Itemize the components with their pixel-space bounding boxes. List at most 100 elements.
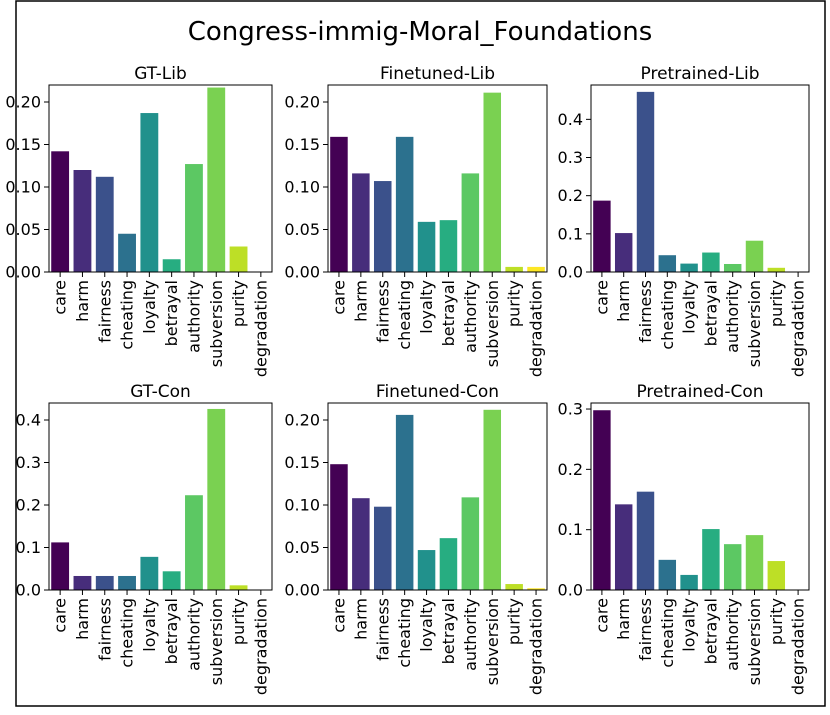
bar-cheating <box>118 575 136 590</box>
y-tick-label: 0.00 <box>284 581 320 600</box>
bar-cheating <box>658 559 677 590</box>
y-tick-label: 0.15 <box>284 453 320 472</box>
bar-harm <box>614 233 633 272</box>
y-tick-label: 0.20 <box>284 93 320 112</box>
bar-care <box>51 151 70 272</box>
bar-care <box>51 542 70 590</box>
x-tick-label: care <box>592 280 611 315</box>
axes-frame <box>327 84 548 273</box>
x-tick-label: purity <box>229 598 248 645</box>
bar-authority <box>723 263 742 272</box>
bar-degradation <box>527 266 545 272</box>
x-tick-label: betrayal <box>162 598 181 664</box>
x-tick-label: harm <box>614 280 633 322</box>
x-tick-label: harm <box>351 280 370 322</box>
x-tick-label: degradation <box>789 280 808 377</box>
axes-frame <box>590 84 810 273</box>
bar-harm <box>73 575 92 590</box>
bar-fairness <box>95 575 114 590</box>
bar-authority <box>185 164 203 272</box>
x-tick-label: loyalty <box>140 598 159 652</box>
y-tick-label: 0.15 <box>5 135 41 154</box>
panel-1: Finetuned-Lib 0.00 0.05 0.10 0.15 0.20 care har… <box>284 64 548 377</box>
panel-title: Pretrained-Lib <box>641 64 760 84</box>
x-tick-label: degradation <box>527 598 546 695</box>
x-tick-label: subversion <box>207 598 226 685</box>
x-tick-label: authority <box>461 280 480 353</box>
bar-authority <box>461 173 480 272</box>
x-tick-label: purity <box>767 598 786 645</box>
x-tick-label: cheating <box>658 280 677 350</box>
y-tick-label: 0.2 <box>558 186 583 205</box>
y-tick-label: 0.15 <box>284 135 320 154</box>
bar-cheating <box>395 414 414 590</box>
y-tick-label: 0.4 <box>558 110 583 129</box>
x-tick-label: degradation <box>789 598 808 695</box>
y-tick-label: 0.20 <box>284 411 320 430</box>
x-tick-label: fairness <box>95 280 114 343</box>
x-tick-label: betrayal <box>701 598 720 664</box>
y-tick-label: 0.10 <box>5 178 41 197</box>
panel-title: GT-Con <box>130 382 191 402</box>
bar-purity <box>505 584 523 590</box>
x-tick-label: subversion <box>207 280 226 367</box>
y-tick-label: 0.4 <box>16 411 41 430</box>
bar-care <box>330 464 348 590</box>
bar-purity <box>767 561 786 590</box>
x-tick-label: fairness <box>95 598 114 661</box>
x-tick-label: degradation <box>251 280 270 377</box>
x-tick-label: care <box>329 598 348 633</box>
x-tick-label: authority <box>723 280 742 353</box>
bar-betrayal <box>162 571 181 590</box>
bar-purity <box>229 585 248 590</box>
bar-betrayal <box>439 220 458 272</box>
y-tick-label: 0.1 <box>558 224 583 243</box>
y-tick-label: 0.05 <box>284 538 320 557</box>
y-tick-label: 0.00 <box>284 263 320 282</box>
bar-cheating <box>395 136 414 272</box>
x-tick-label: cheating <box>118 598 137 668</box>
bar-degradation <box>527 588 545 590</box>
bar-loyalty <box>680 263 698 272</box>
x-tick-label: subversion <box>483 280 502 367</box>
x-tick-label: purity <box>505 280 524 327</box>
bar-cheating <box>118 233 136 272</box>
x-tick-label: degradation <box>527 280 546 377</box>
x-tick-label: care <box>329 280 348 315</box>
x-tick-label: fairness <box>636 280 655 343</box>
bar-subversion <box>207 408 226 590</box>
y-tick-label: 0.1 <box>558 520 583 539</box>
panel-title: Finetuned-Lib <box>380 64 495 84</box>
bar-betrayal <box>162 259 181 272</box>
y-tick-label: 0.2 <box>558 460 583 479</box>
x-tick-label: authority <box>723 598 742 671</box>
bar-fairness <box>373 506 392 590</box>
bar-subversion <box>483 409 502 590</box>
x-tick-label: betrayal <box>439 280 458 346</box>
y-tick-label: 0.0 <box>558 581 583 600</box>
x-tick-label: degradation <box>251 598 270 695</box>
bar-betrayal <box>702 252 720 272</box>
bar-subversion <box>483 92 502 273</box>
bar-authority <box>185 495 203 590</box>
panel-title: Finetuned-Con <box>376 382 499 402</box>
y-tick-label: 0.0 <box>558 263 583 282</box>
bar-care <box>330 136 348 272</box>
bar-subversion <box>745 240 764 272</box>
bar-subversion <box>207 87 226 272</box>
x-tick-label: authority <box>184 280 203 353</box>
bar-harm <box>73 170 92 272</box>
bar-harm <box>352 498 370 590</box>
x-tick-label: harm <box>73 280 92 322</box>
x-tick-label: harm <box>351 598 370 640</box>
x-tick-label: fairness <box>636 598 655 661</box>
x-tick-label: betrayal <box>701 280 720 346</box>
y-tick-label: 0.0 <box>16 581 41 600</box>
y-tick-label: 0.05 <box>284 220 320 239</box>
x-tick-label: purity <box>229 280 248 327</box>
axes-frame <box>48 84 273 273</box>
y-tick-label: 0.10 <box>284 178 320 197</box>
bar-betrayal <box>702 529 720 590</box>
x-tick-label: cheating <box>118 280 137 350</box>
